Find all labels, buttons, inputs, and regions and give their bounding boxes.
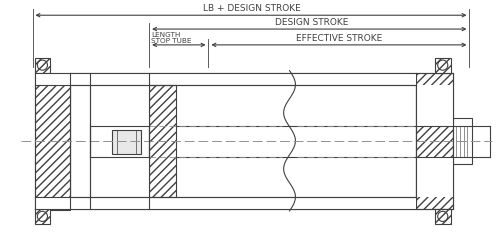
Text: LB + DESIGN STROKE: LB + DESIGN STROKE — [203, 4, 301, 13]
Bar — [70, 197, 416, 209]
Text: STOP TUBE: STOP TUBE — [151, 38, 192, 44]
Bar — [149, 85, 176, 197]
Bar — [70, 73, 416, 85]
Bar — [34, 73, 90, 85]
Bar — [90, 85, 149, 126]
Bar — [90, 197, 149, 209]
Bar — [34, 209, 50, 224]
Bar — [435, 58, 450, 73]
Bar — [90, 157, 149, 197]
Text: DESIGN STROKE: DESIGN STROKE — [274, 18, 348, 27]
Bar — [34, 197, 90, 209]
Bar — [416, 85, 453, 126]
Bar — [435, 209, 450, 224]
Bar — [34, 58, 50, 73]
Bar — [70, 73, 416, 209]
Text: EFFECTIVE STROKE: EFFECTIVE STROKE — [296, 34, 382, 43]
Bar — [112, 130, 142, 154]
Bar — [416, 73, 453, 209]
Bar — [90, 73, 149, 85]
Text: LENGTH: LENGTH — [151, 32, 180, 38]
Bar — [416, 157, 453, 197]
Bar — [34, 74, 70, 210]
Bar — [452, 118, 472, 165]
